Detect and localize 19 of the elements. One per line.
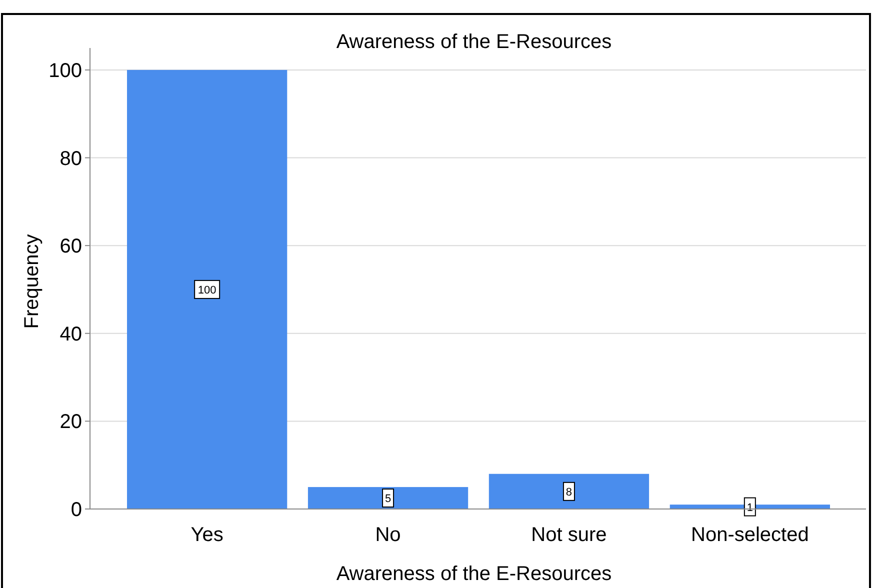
chart-title: Awareness of the E-Resources: [336, 31, 612, 53]
bar: [308, 487, 468, 509]
bar: [488, 474, 650, 509]
y-tick-label: 80: [60, 148, 82, 170]
data-label: 100: [198, 284, 216, 296]
data-label: 8: [566, 486, 572, 498]
x-tick-label: No: [375, 524, 401, 546]
x-tick-label: Non-selected: [691, 524, 809, 546]
y-tick-label: 100: [48, 60, 82, 82]
x-tick-label: Yes: [190, 524, 224, 546]
data-label: 5: [384, 493, 392, 506]
x-tick-label: Not sure: [531, 524, 607, 546]
y-tick-label: 60: [60, 236, 82, 258]
y-tick-label: 40: [60, 323, 82, 346]
y-axis-title: Frequency: [21, 234, 43, 329]
y-tick-label: 20: [60, 411, 82, 434]
y-tick-label: 0: [70, 499, 82, 521]
x-axis-title: Awareness of the E-Resources: [336, 563, 612, 585]
bar: [127, 70, 288, 509]
